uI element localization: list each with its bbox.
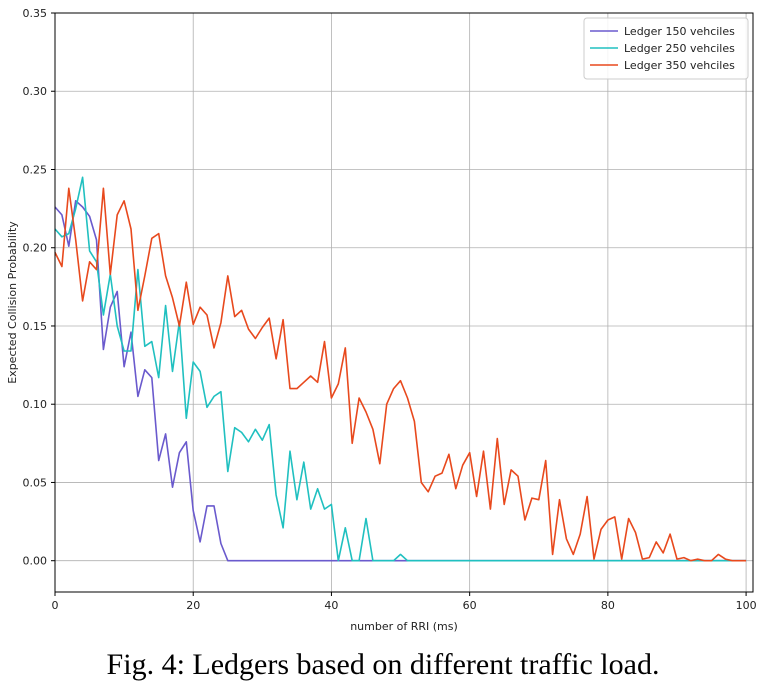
- legend-entry: Ledger 250 vehciles: [624, 42, 735, 55]
- y-axis-label: Expected Collision Probability: [6, 221, 19, 384]
- x-tick-label: 0: [52, 599, 59, 612]
- series-line-1: [54, 200, 747, 562]
- series-line-3: [54, 187, 747, 562]
- x-axis-label: number of RRI (ms): [350, 620, 458, 633]
- legend: Ledger 150 vehciles Ledger 250 vehciles Le…: [583, 17, 749, 80]
- plot-frame: [54, 12, 754, 593]
- y-tick-label: 0.25: [23, 163, 48, 176]
- x-tick-label: 60: [463, 599, 477, 612]
- chart: 0 20 40 60 80 100 0.00 0.05 0.10 0.15 0.20 0.25 0.30…: [6, 7, 757, 633]
- figure-caption: Fig. 4: Ledgers based on different traff…: [106, 648, 660, 681]
- y-tick-label: 0.00: [23, 555, 48, 568]
- x-tick-label: 80: [601, 599, 615, 612]
- y-tick-label: 0.10: [23, 398, 48, 411]
- legend-box: [583, 17, 749, 80]
- series-line-2: [54, 176, 747, 562]
- y-tick-label: 0.05: [23, 476, 48, 489]
- series-layer: [54, 176, 747, 562]
- tick-layer: 0 20 40 60 80 100 0.00 0.05 0.10 0.15 0.20 0.25 0.30…: [23, 7, 757, 612]
- y-tick-label: 0.20: [23, 242, 48, 255]
- legend-entry: Ledger 150 vehciles: [624, 25, 735, 38]
- grid-lines: [54, 12, 753, 592]
- y-tick-label: 0.30: [23, 85, 48, 98]
- x-tick-label: 40: [324, 599, 338, 612]
- y-tick-label: 0.15: [23, 320, 48, 333]
- x-tick-label: 20: [186, 599, 200, 612]
- y-tick-label: 0.35: [23, 7, 48, 20]
- legend-entry: Ledger 350 vehciles: [624, 59, 735, 72]
- x-tick-label: 100: [736, 599, 757, 612]
